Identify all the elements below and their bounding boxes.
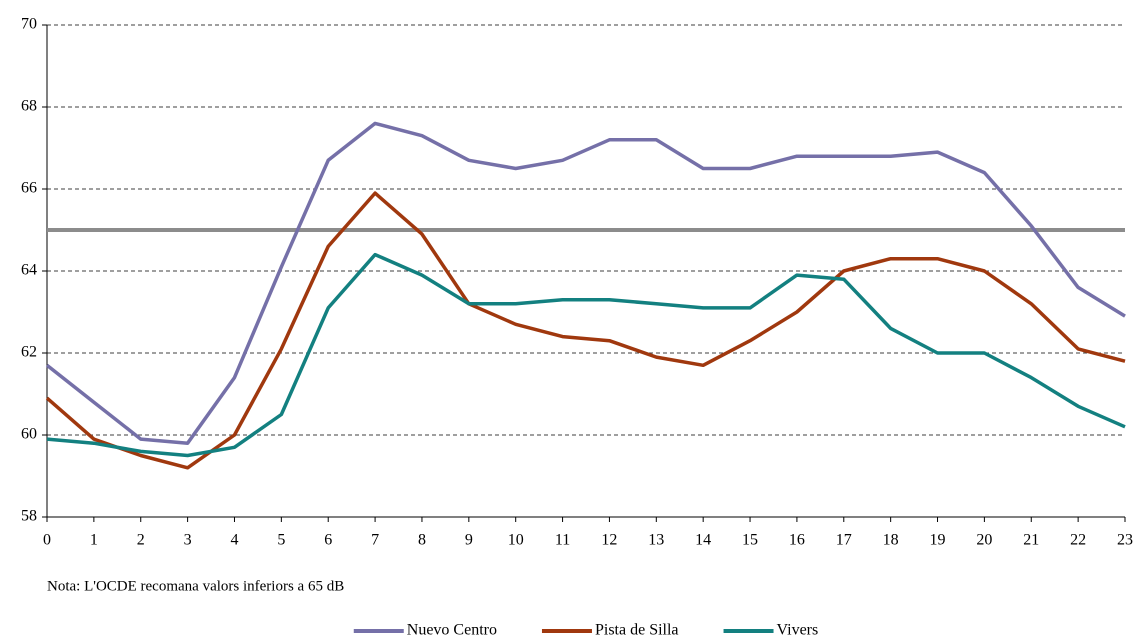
x-tick-label: 7 xyxy=(371,532,379,549)
x-tick-label: 4 xyxy=(230,532,238,549)
series-line xyxy=(46,252,1126,458)
x-tick-label: 10 xyxy=(508,532,524,549)
x-tick-label: 8 xyxy=(418,532,426,549)
x-tick-label: 14 xyxy=(695,532,711,549)
x-tick-label: 12 xyxy=(601,532,617,549)
x-tick-label: 16 xyxy=(789,532,805,549)
legend-label: Pista de Silla xyxy=(595,622,679,639)
x-tick-label: 21 xyxy=(1023,532,1039,549)
x-tick-label: 18 xyxy=(883,532,899,549)
x-tick-label: 0 xyxy=(43,532,51,549)
y-tick-label: 58 xyxy=(21,508,37,525)
series-line xyxy=(45,191,1126,470)
x-tick-label: 19 xyxy=(930,532,946,549)
legend-label: Vivers xyxy=(777,622,819,639)
x-tick-label: 23 xyxy=(1117,532,1133,549)
x-tick-label: 6 xyxy=(324,532,332,549)
x-tick-label: 2 xyxy=(137,532,145,549)
legend-label: Nuevo Centro xyxy=(407,622,497,639)
x-tick-label: 5 xyxy=(277,532,285,549)
y-tick-label: 68 xyxy=(21,98,37,115)
x-tick-label: 20 xyxy=(976,532,992,549)
y-tick-label: 62 xyxy=(21,344,37,361)
x-tick-label: 11 xyxy=(555,532,570,549)
series-line xyxy=(45,121,1126,445)
y-tick-label: 60 xyxy=(21,426,37,443)
x-tick-label: 13 xyxy=(648,532,664,549)
x-tick-label: 1 xyxy=(90,532,98,549)
x-tick-label: 9 xyxy=(465,532,473,549)
annotation: Nota: L'OCDE recomana valors inferiors a… xyxy=(47,578,344,594)
y-tick-label: 64 xyxy=(21,262,37,279)
y-tick-label: 70 xyxy=(21,16,37,33)
x-tick-label: 15 xyxy=(742,532,758,549)
x-tick-label: 22 xyxy=(1070,532,1086,549)
x-tick-label: 17 xyxy=(836,532,852,549)
y-tick-label: 66 xyxy=(21,180,37,197)
x-tick-label: 3 xyxy=(184,532,192,549)
